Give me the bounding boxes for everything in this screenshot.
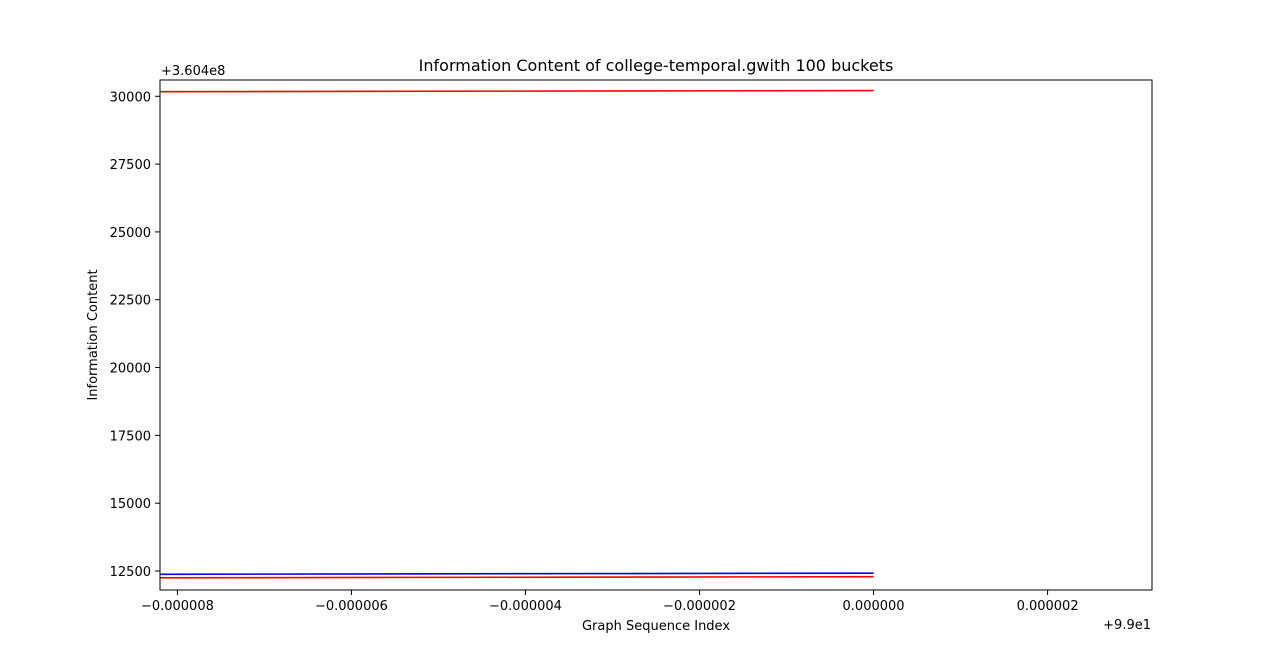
series-layer [159,89,874,579]
x-tick-label: −0.000008 [141,599,214,614]
y-tick-label: 12500 [110,565,151,580]
y-tick-label: 27500 [110,158,151,173]
y-tick-label: 17500 [110,429,151,444]
x-axis-offset-label: +9.9e1 [1103,618,1151,633]
y-tick-label: 22500 [110,294,151,309]
y-tick-label: 15000 [110,497,151,512]
ticks-layer: −0.000008 −0.000006 −0.000004 −0.000002 0.00… [110,90,1079,614]
y-tick-label: 25000 [110,226,151,241]
x-axis-label: Graph Sequence Index [582,619,730,634]
plot-frame [159,79,1153,591]
series-line-1 [159,89,874,93]
x-tick-label: −0.000004 [489,599,562,614]
x-tick-label: −0.000006 [315,599,388,614]
y-tick-label: 20000 [110,362,151,377]
y-axis-offset-label: +3.604e8 [161,64,225,79]
x-tick-label: 0.000000 [843,599,905,614]
series-line-3 [159,575,874,579]
y-tick-label: 30000 [110,90,151,105]
y-axis-label: Information Content [86,269,101,400]
x-tick-label: −0.000002 [663,599,736,614]
x-tick-label: 0.000002 [1017,599,1079,614]
series-line-2 [159,572,874,576]
chart-title: Information Content of college-temporal.… [419,56,894,75]
